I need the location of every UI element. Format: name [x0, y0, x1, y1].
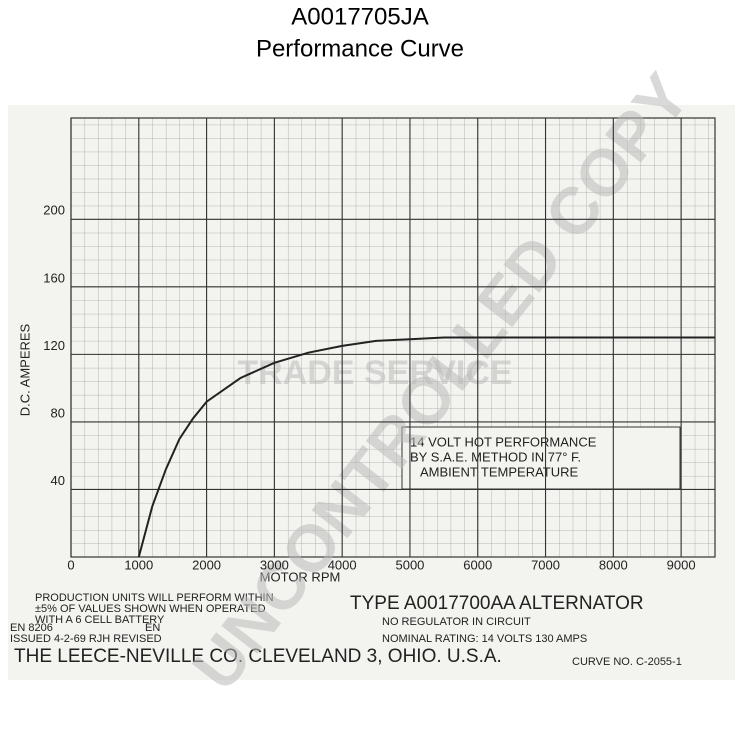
annotation: THE LEECE-NEVILLE CO. CLEVELAND 3, OHIO.…	[14, 646, 502, 667]
annotation: CURVE NO. C-2055-1	[572, 656, 682, 668]
y-tick-label: 80	[51, 405, 65, 420]
x-tick-label: 2000	[192, 557, 221, 572]
x-tick-label: 9000	[667, 557, 696, 572]
x-axis-label: MOTOR RPM	[260, 569, 341, 584]
note-box	[401, 426, 681, 490]
annotation: ±5% OF VALUES SHOWN WHEN OPERATED	[35, 603, 266, 615]
x-tick-label: 3000	[260, 557, 289, 572]
x-tick-label: 8000	[599, 557, 628, 572]
annotation: EN	[145, 622, 160, 634]
y-tick-label: 120	[43, 338, 65, 353]
chart-subtitle: Performance Curve	[256, 35, 464, 62]
annotation: NO REGULATOR IN CIRCUIT	[382, 616, 531, 628]
annotation: NOMINAL RATING: 14 VOLTS 130 AMPS	[382, 633, 587, 645]
x-tick-label: 5000	[395, 557, 424, 572]
annotation: PRODUCTION UNITS WILL PERFORM WITHIN	[35, 592, 274, 604]
performance-curve	[137, 336, 715, 558]
x-tick-label: 0	[67, 557, 74, 572]
y-tick-label: 160	[43, 270, 65, 285]
annotation: ISSUED 4-2-69 RJH REVISED	[10, 633, 162, 645]
annotation: EN 8206	[10, 622, 53, 634]
x-tick-label: 4000	[328, 557, 357, 572]
annotation: AMBIENT TEMPERATURE	[420, 464, 579, 479]
chart-title: A0017705JA	[291, 3, 428, 30]
y-tick-label: 200	[43, 203, 65, 218]
annotation: BY S.A.E. METHOD IN 77° F.	[410, 449, 581, 464]
annotation: TYPE A0017700AA ALTERNATOR	[350, 593, 644, 614]
x-tick-label: 1000	[124, 557, 153, 572]
annotation: 14 VOLT HOT PERFORMANCE	[410, 434, 597, 449]
x-tick-label: 6000	[463, 557, 492, 572]
annotation: WITH A 6 CELL BATTERY	[35, 614, 165, 626]
y-tick-label: 40	[51, 473, 65, 488]
y-axis-label: D.C. AMPERES	[17, 323, 32, 416]
x-tick-label: 7000	[531, 557, 560, 572]
